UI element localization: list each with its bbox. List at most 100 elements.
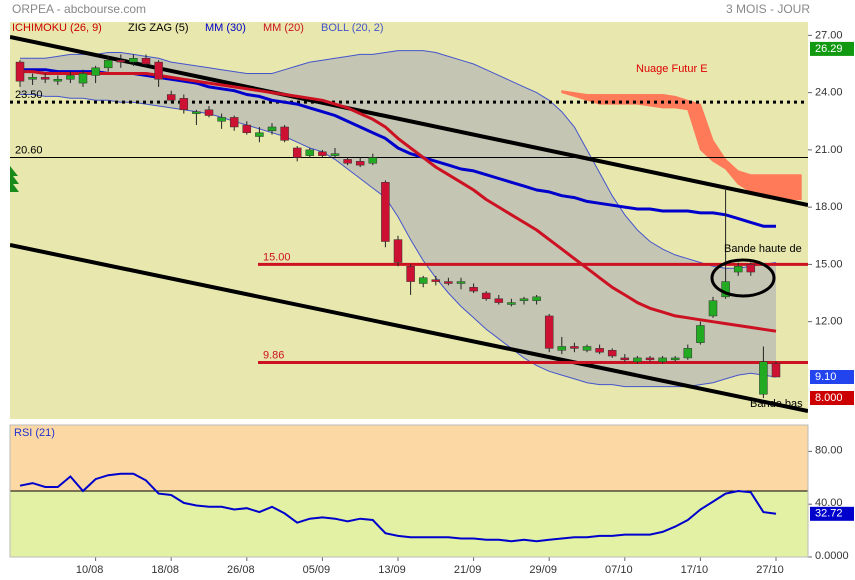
candle-body — [53, 79, 63, 82]
candle-body — [166, 94, 176, 101]
candle-body — [620, 357, 630, 361]
price-marker — [810, 41, 854, 56]
y-tick-label: 12.00 — [815, 316, 843, 328]
candle-body — [456, 281, 466, 284]
header-title: ORPEA - abcbourse.com — [12, 2, 146, 16]
rsi-series — [19, 472, 777, 543]
candle-body — [15, 61, 25, 82]
candle-body — [103, 59, 113, 69]
candle-body — [242, 124, 252, 133]
candle-body — [78, 73, 88, 84]
x-tick-label: 18/08 — [151, 564, 179, 576]
candle-body — [444, 281, 453, 284]
rsi-last-box — [810, 506, 854, 521]
rsi-tick-label: 80.00 — [815, 444, 843, 456]
legend-entry: MM (20) — [263, 22, 304, 34]
rsi-tick-label: 40.00 — [815, 497, 843, 509]
candle-body — [494, 298, 504, 303]
level-label: 20.60 — [15, 144, 43, 156]
level-label: 9.86 — [263, 349, 284, 361]
legend-entry: ICHIMOKU (26, 9) — [12, 22, 102, 34]
price-marker-label: 8.000 — [815, 392, 843, 404]
price-marker — [810, 370, 854, 385]
candle-body — [733, 266, 743, 273]
x-tick-label: 07/10 — [605, 564, 633, 576]
candle-body — [318, 151, 327, 156]
candle-body — [330, 153, 340, 156]
price-marker — [810, 391, 854, 406]
candle-body — [217, 117, 226, 122]
price-marker-label: 9.10 — [815, 371, 836, 383]
level-label: 23.50 — [15, 89, 43, 101]
candle-body — [91, 67, 100, 76]
candle-body — [229, 117, 239, 128]
candle-body — [381, 182, 390, 242]
annotation: Bande haute de — [724, 243, 802, 255]
candle-body — [532, 296, 541, 301]
candle-body — [141, 58, 151, 65]
candle-body — [670, 357, 680, 361]
candle-body — [696, 325, 705, 343]
candle-body — [658, 357, 667, 362]
y-tick-label: 15.00 — [815, 258, 843, 270]
bollinger-fill — [20, 50, 776, 387]
candle-body — [582, 346, 592, 351]
legend-entry: MM (30) — [205, 22, 246, 34]
rsi-upper-zone — [10, 425, 808, 491]
candle-body — [368, 157, 378, 164]
x-tick-label: 05/09 — [303, 564, 331, 576]
candle-body — [355, 161, 365, 166]
candle-body — [595, 348, 604, 353]
x-tick-label: 21/09 — [454, 564, 482, 576]
trend-channel-lower — [10, 243, 808, 413]
annotation: Nuage Futur E — [636, 63, 708, 75]
rsi-title: RSI (21) — [14, 427, 55, 439]
y-tick-label: 21.00 — [815, 144, 843, 156]
ichimoku-cloud — [561, 90, 802, 200]
rsi-last-label: 32.72 — [815, 508, 843, 520]
candle-body — [759, 361, 768, 395]
x-tick-label: 27/10 — [756, 564, 784, 576]
legend-entry: BOLL (20, 2) — [321, 22, 384, 34]
candle-body — [481, 292, 491, 300]
y-tick-label: 18.00 — [815, 201, 843, 213]
x-tick-label: 17/10 — [681, 564, 709, 576]
x-tick-label: 29/09 — [529, 564, 557, 576]
x-tick-label: 10/08 — [76, 564, 104, 576]
candle-body — [40, 77, 50, 80]
candle-body — [721, 281, 730, 298]
annotation: Bande bas — [750, 398, 803, 410]
candle-body — [204, 109, 214, 116]
candle-body — [633, 357, 642, 362]
rsi-frame — [9, 424, 809, 558]
candle-body — [708, 300, 718, 317]
candle-body — [431, 279, 441, 282]
moving-average — [20, 70, 777, 333]
candle-body — [544, 315, 554, 349]
price-marker-label: 26.29 — [815, 43, 843, 55]
rsi-plot: RSI (21) — [10, 425, 808, 557]
candle-body — [607, 350, 617, 357]
candle-body — [305, 149, 315, 156]
candle-body — [519, 298, 529, 301]
header-period: 3 MOIS - JOUR — [726, 2, 810, 16]
candle-body — [645, 357, 655, 361]
x-tick-label: 26/08 — [227, 564, 255, 576]
moving-average — [20, 68, 776, 228]
candle-body — [129, 58, 138, 63]
candle-body — [66, 75, 75, 80]
candle-body — [267, 126, 277, 132]
annotation-ellipse — [710, 258, 776, 298]
x-tick-label: 13/09 — [378, 564, 406, 576]
candle-body — [469, 287, 478, 292]
level-label: 15.00 — [263, 251, 291, 263]
bollinger-lower — [20, 94, 777, 388]
candle-body — [406, 266, 415, 282]
candle-body — [28, 77, 37, 80]
trend-icon — [10, 166, 19, 192]
rsi-line — [19, 472, 777, 543]
candle-body — [507, 302, 516, 305]
candle-body — [116, 59, 126, 63]
candle-body — [746, 264, 756, 273]
